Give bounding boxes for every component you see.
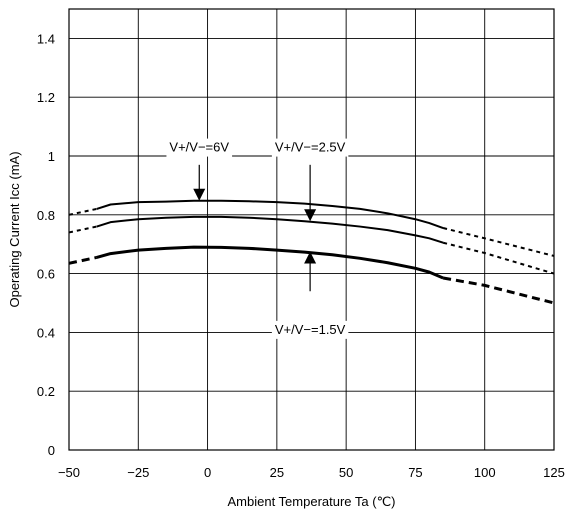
annotation-label: V+/V−=2.5V — [275, 140, 346, 155]
series-line-measured — [96, 199, 444, 229]
annotation-arrowhead — [193, 188, 206, 201]
grid — [68, 9, 555, 451]
y-tick-label: 0 — [48, 443, 55, 458]
annotation-label: V+/V−=1.5V — [275, 322, 346, 337]
series-lines — [68, 199, 555, 305]
y-tick-label: 1.2 — [37, 90, 55, 105]
series-line-extrapolated — [442, 241, 555, 275]
y-tick-label: 1.4 — [37, 31, 55, 46]
x-tick-label: −50 — [58, 465, 80, 480]
x-tick-label: 25 — [270, 465, 284, 480]
plot-frame — [68, 8, 555, 451]
y-tick-label: 0.6 — [37, 267, 55, 282]
annotation-arrowhead — [304, 209, 317, 222]
x-tick-label: 125 — [543, 465, 565, 480]
series-line-measured — [96, 245, 444, 280]
y-tick-label: 1 — [48, 149, 55, 164]
y-tick-label: 0.8 — [37, 208, 55, 223]
x-tick-label: 0 — [204, 465, 211, 480]
x-tick-label: 50 — [339, 465, 353, 480]
series-line-extrapolated — [68, 255, 98, 265]
series-line-measured — [96, 215, 444, 244]
annotation-label-background — [166, 138, 233, 157]
annotation-arrowhead — [304, 251, 317, 264]
x-axis-title: Ambient Temperature Ta (℃) — [227, 494, 395, 509]
x-tick-label: 100 — [474, 465, 496, 480]
y-tick-label: 0.4 — [37, 325, 55, 340]
series-line-extrapolated — [68, 225, 97, 234]
y-axis-title: Operating Current Icc (mA) — [7, 151, 22, 307]
y-tick-label: 0.2 — [37, 384, 55, 399]
annotations: V+/V−=6V V+/V−=2.5V V+/V−=1.5V — [166, 138, 349, 339]
tick-labels: −50 −25 0 25 50 75 100 125 0 0.2 0.4 0.6 0.8 1 1.2 1.4 — [37, 31, 565, 480]
annotation-label: V+/V−=6V — [169, 140, 229, 155]
series-line-extrapolated — [442, 276, 555, 305]
series-line-extrapolated — [442, 227, 555, 257]
x-tick-label: 75 — [408, 465, 422, 480]
annotation-label-background — [271, 138, 349, 157]
x-tick-label: −25 — [127, 465, 149, 480]
series-line-extrapolated — [68, 207, 97, 216]
annotation-label-background — [271, 320, 349, 339]
